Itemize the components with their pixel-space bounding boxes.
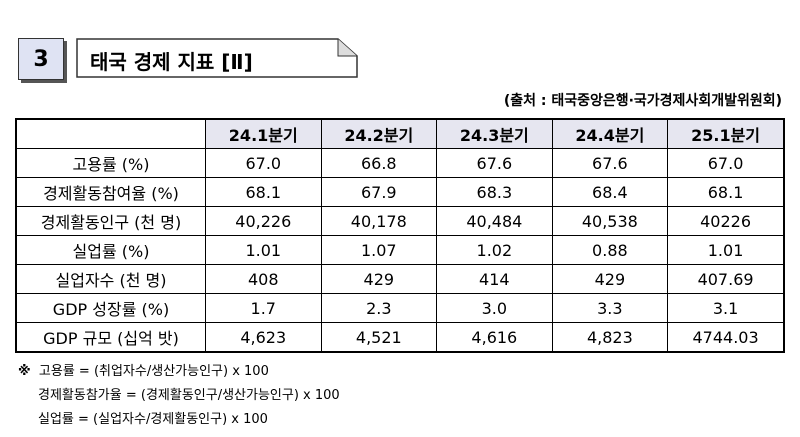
table-cell: 67.0 [667,148,785,178]
table-cell: 414 [436,264,553,294]
table-row: GDP 규모 (십억 밧) 4,623 4,521 4,616 4,823 4744.03 [15,322,785,353]
table-cell: 66.8 [320,148,438,178]
table-cell: 4,616 [436,322,553,353]
row-label: 경제활동인구 (천 명) [15,206,206,236]
column-header: 24.4분기 [551,118,669,149]
table-cell: 407.69 [667,264,785,294]
table-cell: 68.1 [205,177,322,207]
header-cell [15,118,206,149]
table-cell: 68.4 [551,177,669,207]
table-cell: 1.01 [667,235,785,265]
table-row: GDP 성장률 (%) 1.7 2.3 3.0 3.3 3.1 [15,293,785,323]
source: (출처 : 태국중앙은행·국가경제사회개발위원회) [503,93,782,109]
table-cell: 429 [320,264,438,294]
footnote: ※ 고용률 = (취업자수/생산가능인구) x 100 [18,360,269,379]
table-cell: 1.01 [205,235,322,265]
table-cell: 4,623 [205,322,322,353]
column-header: 24.1분기 [205,118,322,149]
table-cell: 67.9 [320,177,438,207]
table-cell: 4744.03 [667,322,785,353]
title-box: 태국 경제 지표 [Ⅱ] [76,38,358,78]
table-cell: 40,538 [551,206,669,236]
table-row: 경제활동인구 (천 명) 40,226 40,178 40,484 40,538 4022… [15,206,785,236]
table-cell: 68.1 [667,177,785,207]
table-cell: 3.3 [551,293,669,323]
table-cell: 429 [551,264,669,294]
footnote: 실업률 = (실업자수/경제활동인구) x 100 [38,412,268,427]
table-cell: 40,178 [320,206,438,236]
table-row: 실업자수 (천 명) 408 429 414 429 407.69 [15,264,785,294]
table-cell: 1.7 [205,293,322,323]
row-label: 실업률 (%) [15,235,206,265]
column-header: 25.1분기 [667,118,785,149]
header-row: 24.1분기 24.2분기 24.3분기 24.4분기 25.1분기 [15,118,785,149]
footnote: 경제활동참가율 = (경제활동인구/생산가능인구) x 100 [38,388,340,403]
table-row: 실업률 (%) 1.01 1.07 1.02 0.88 1.01 [15,235,785,265]
section-number: 3 [18,38,64,80]
table-row: 고용률 (%) 67.0 66.8 67.6 67.6 67.0 [15,148,785,178]
title: 태국 경제 지표 [Ⅱ] [90,50,253,74]
footnote-mark: ※ [18,364,31,379]
table-cell: 68.3 [436,177,553,207]
row-label: GDP 성장률 (%) [15,293,206,323]
table-row: 경제활동참여율 (%) 68.1 67.9 68.3 68.4 68.1 [15,177,785,207]
row-label: GDP 규모 (십억 밧) [15,322,206,353]
table-cell: 40,484 [436,206,553,236]
data-table: 24.1분기 24.2분기 24.3분기 24.4분기 25.1분기 고용률 (%) 67.… [15,118,785,353]
row-label: 경제활동참여율 (%) [15,177,206,207]
table-cell: 3.1 [667,293,785,323]
table-cell: 40,226 [205,206,322,236]
table-cell: 4,521 [320,322,438,353]
table-cell: 0.88 [551,235,669,265]
table-cell: 408 [205,264,322,294]
footnote-text: 고용률 = (취업자수/생산가능인구) x 100 [38,364,269,379]
table-cell: 1.02 [436,235,553,265]
table-cell: 1.07 [320,235,438,265]
table-cell: 67.0 [205,148,322,178]
table-cell: 67.6 [436,148,553,178]
table-cell: 3.0 [436,293,553,323]
table-cell: 67.6 [551,148,669,178]
table-cell: 2.3 [320,293,438,323]
row-label: 고용률 (%) [15,148,206,178]
column-header: 24.2분기 [320,118,438,149]
title-frame [76,38,358,78]
table-cell: 40226 [667,206,785,236]
table-cell: 4,823 [551,322,669,353]
row-label: 실업자수 (천 명) [15,264,206,294]
column-header: 24.3분기 [436,118,553,149]
